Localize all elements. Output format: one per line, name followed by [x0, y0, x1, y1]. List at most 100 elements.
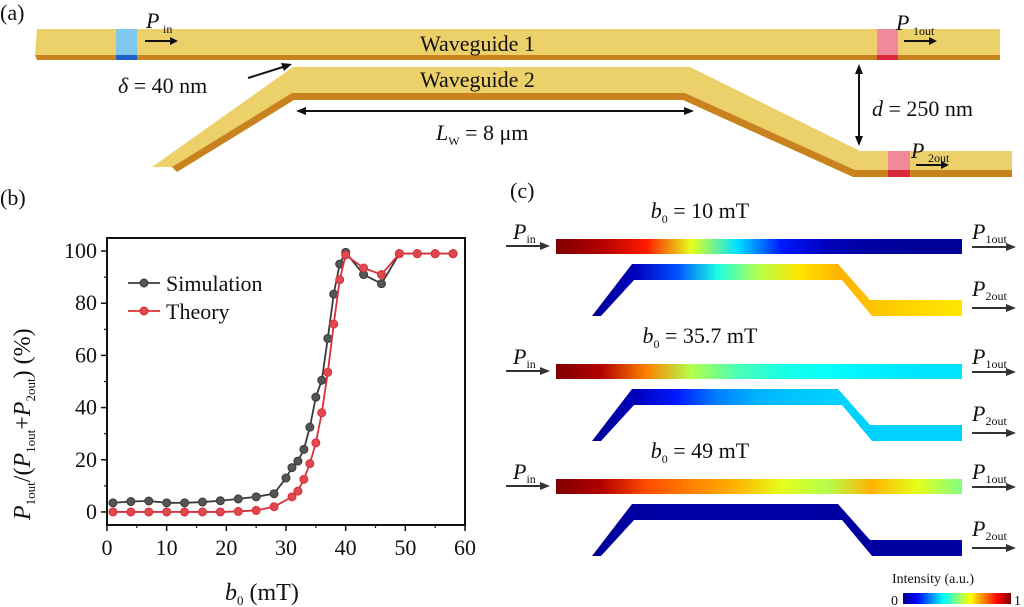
arrow-head-icon — [1006, 243, 1016, 251]
data-point — [305, 422, 315, 432]
svg-text:δ = 40 nm: δ = 40 nm — [118, 73, 207, 98]
data-point — [281, 473, 291, 483]
svg-text:P1out: P1out — [971, 459, 1007, 486]
output-port-2-marker — [888, 151, 910, 170]
svg-text:P1out/(P1out+P2out) (%): P1out/(P1out+P2out) (%) — [10, 328, 38, 521]
p-1out-label: P1out — [971, 459, 1007, 486]
svg-text:P2out: P2out — [971, 516, 1007, 543]
legend-marker — [139, 278, 149, 288]
x-tick-label: 20 — [215, 535, 237, 560]
data-point — [299, 474, 309, 484]
waveguide-1-label: Waveguide 1 — [420, 31, 535, 56]
arrow-head-icon — [1006, 429, 1016, 437]
data-point — [299, 444, 309, 454]
y-axis-label: P1out/(P1out+P2out) (%) — [10, 328, 38, 521]
data-point — [162, 498, 172, 508]
colorbar-gradient — [903, 593, 1011, 604]
x-tick-label: 40 — [335, 535, 357, 560]
panel-c: (c) b0 = 10 mT Pin P1out P2out b0 = 35.7 mT P… — [506, 178, 1021, 607]
arrow-right-icon — [929, 37, 937, 45]
p-2out-label: P2out — [971, 516, 1007, 543]
svg-text:2out: 2out — [928, 151, 950, 165]
y-tick-label: 20 — [75, 447, 97, 472]
data-point — [376, 270, 386, 280]
p-1out-label: P1out — [971, 344, 1007, 371]
panel-b: (b) 0 10 20 30 40 50 60 0 20 40 60 80 100 Simulation T… — [0, 185, 476, 607]
legend-marker — [139, 306, 149, 316]
data-point — [359, 263, 369, 273]
data-point — [251, 492, 261, 502]
data-point — [287, 492, 297, 502]
y-tick-label: 0 — [86, 499, 97, 524]
data-point — [341, 250, 351, 260]
colorbar-label: Intensity (a.u.) — [892, 572, 974, 587]
data-point — [323, 333, 333, 343]
p-1out-label-a: P 1out — [895, 10, 937, 45]
data-point — [293, 456, 303, 466]
arrow-right-icon — [170, 37, 178, 45]
panel-a: (a) Waveguide 1 Waveguide 2 P in P — [0, 0, 1012, 177]
output-port-1-marker — [877, 29, 898, 55]
map-waveguide-1 — [556, 364, 962, 379]
waveguide-1 — [35, 29, 1000, 60]
waveguide-2-label: Waveguide 2 — [420, 67, 535, 92]
data-point — [180, 507, 190, 517]
data-point — [162, 507, 172, 517]
intensity-map-3: b0 = 49 mT Pin P1out P2out — [506, 438, 1016, 556]
y-tick-label: 80 — [75, 290, 97, 315]
p-in-label: Pin — [512, 459, 536, 486]
map-waveguide-1 — [556, 239, 962, 254]
svg-text:b0 (mT): b0 (mT) — [225, 580, 299, 607]
data-point — [305, 459, 315, 469]
data-point — [317, 375, 327, 385]
panel-a-label: (a) — [0, 0, 24, 25]
x-tick-label: 10 — [156, 535, 178, 560]
input-port-marker — [116, 29, 137, 55]
x-tick-label: 0 — [102, 535, 113, 560]
svg-text:P2out: P2out — [971, 401, 1007, 428]
data-point — [126, 497, 136, 507]
arrow-head-icon — [1006, 304, 1016, 312]
data-point — [108, 498, 118, 508]
svg-text:Pin: Pin — [512, 459, 536, 486]
svg-text:P1out: P1out — [971, 219, 1007, 246]
data-point — [269, 489, 279, 499]
svg-text:in: in — [163, 22, 172, 36]
data-point — [293, 486, 303, 496]
map-waveguide-2 — [592, 264, 962, 316]
arrow-right-icon — [684, 107, 694, 115]
data-point — [126, 507, 136, 517]
data-point — [430, 249, 440, 259]
arrow-up-icon — [855, 64, 863, 74]
svg-text:P2out: P2out — [971, 276, 1007, 303]
data-point — [144, 507, 154, 517]
arrow-head-icon — [1006, 368, 1016, 376]
data-point — [251, 505, 261, 515]
p-in-label-a: P in — [145, 8, 178, 45]
x-axis-label: b0 (mT) — [225, 580, 299, 607]
svg-text:Pin: Pin — [512, 344, 536, 371]
svg-text:P: P — [145, 8, 159, 33]
svg-text:d = 250 nm: d = 250 nm — [872, 96, 973, 121]
svg-text:Pin: Pin — [512, 219, 536, 246]
arrow-head-icon — [540, 242, 550, 250]
data-point — [311, 392, 321, 402]
arrow-head-icon — [1006, 544, 1016, 552]
intensity-maps: b0 = 10 mT Pin P1out P2out b0 = 35.7 mT Pin P1… — [506, 198, 1016, 556]
legend-label: Theory — [166, 299, 230, 324]
series-line — [112, 250, 454, 504]
map-waveguide-2 — [592, 389, 962, 441]
waveguide-2 — [152, 67, 1012, 177]
intensity-map-2: b0 = 35.7 mT Pin P1out P2out — [506, 323, 1016, 441]
map-title: b0 = 35.7 mT — [643, 323, 759, 351]
separation-annotation: d = 250 nm — [855, 64, 973, 146]
y-tick-label: 60 — [75, 342, 97, 367]
intensity-map-1: b0 = 10 mT Pin P1out P2out — [506, 198, 1016, 316]
panel-c-label: (c) — [510, 178, 534, 203]
data-point — [269, 502, 279, 512]
map-title: b0 = 10 mT — [651, 198, 750, 226]
data-point — [323, 367, 333, 377]
svg-text:P: P — [895, 10, 909, 35]
data-point — [197, 507, 207, 517]
